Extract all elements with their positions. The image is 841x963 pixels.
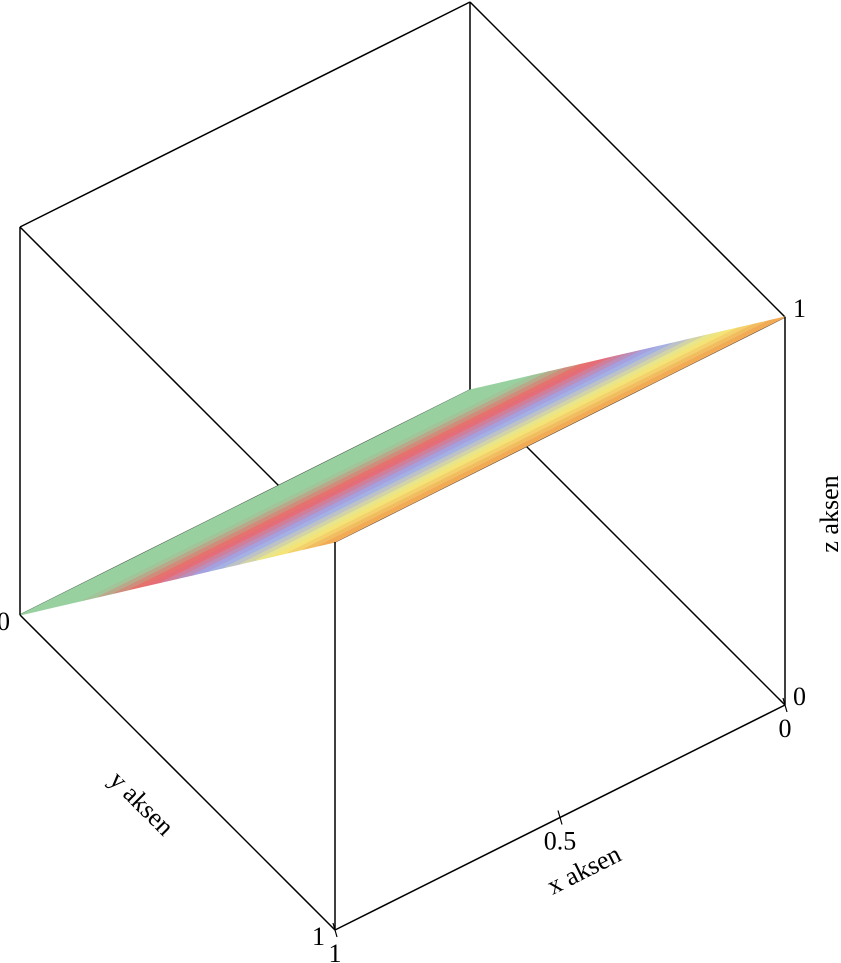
surface-patch	[303, 320, 770, 550]
surface-patch	[224, 338, 691, 569]
surface-patch	[98, 367, 565, 598]
box-edge	[19, 1, 471, 228]
surface-patch	[114, 363, 581, 594]
surface-patch	[256, 331, 723, 561]
surface-patch	[51, 378, 518, 609]
x-tick	[557, 810, 563, 825]
z-tick-label: 0	[793, 682, 806, 711]
box-edge	[19, 614, 336, 931]
y-tick-label: 1	[312, 922, 325, 951]
x-tick	[332, 922, 338, 938]
surface-patch	[271, 327, 738, 558]
y-axis-label: y aksen	[104, 765, 180, 841]
surface	[19, 316, 786, 616]
x-tick	[782, 697, 788, 713]
surface-patch	[240, 334, 707, 565]
x-tick-label: 0	[779, 714, 792, 743]
x-tick-label: 0.5	[544, 826, 577, 855]
y-tick-label: 0	[0, 607, 10, 636]
surface-patch	[208, 342, 675, 572]
surface-patch	[145, 356, 612, 587]
surface-patch	[287, 323, 754, 554]
x-tick-label: 1	[329, 939, 342, 963]
surface-patch	[130, 360, 597, 590]
z-tick-label: 1	[793, 294, 806, 323]
box-edge	[469, 1, 786, 318]
surface-patch	[161, 353, 628, 583]
surface-patch	[35, 382, 502, 612]
surface-patch	[177, 349, 644, 579]
surface-patch	[67, 374, 534, 605]
surface-patch	[193, 345, 660, 576]
surface-patch	[82, 371, 549, 601]
box-front	[19, 227, 788, 938]
z-axis-label: z aksen	[815, 475, 841, 552]
